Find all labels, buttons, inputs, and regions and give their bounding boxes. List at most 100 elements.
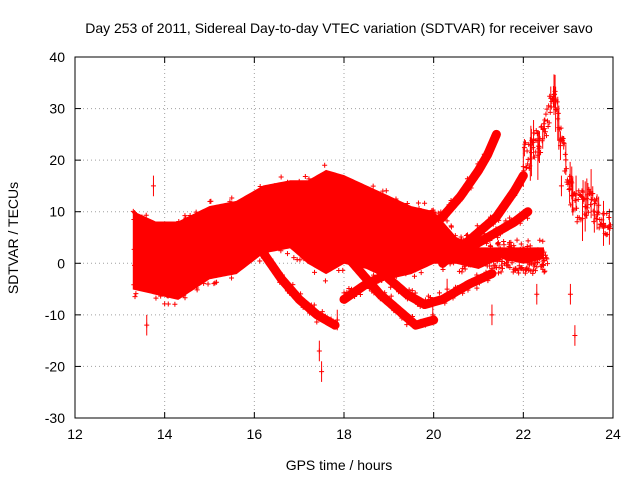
data-point (382, 271, 388, 277)
data-point (484, 238, 490, 244)
data-point (295, 248, 301, 254)
data-point (542, 268, 548, 274)
data-point (540, 238, 546, 244)
data-point (527, 243, 533, 249)
data-point (315, 213, 321, 219)
data-point (444, 239, 450, 245)
data-point (413, 226, 419, 232)
data-point (486, 248, 492, 254)
data-point (315, 192, 321, 198)
data-point (470, 256, 476, 262)
data-point (366, 212, 372, 218)
y-tick-label: 20 (49, 152, 65, 168)
data-point (596, 225, 602, 231)
data-point (344, 229, 350, 235)
data-point (276, 226, 282, 232)
data-point (404, 235, 410, 241)
data-point (421, 247, 427, 253)
x-tick-label: 14 (157, 426, 173, 442)
data-point (399, 315, 405, 321)
data-point (414, 301, 420, 307)
data-point (310, 257, 316, 263)
data-point (560, 135, 566, 141)
data-point (477, 260, 483, 266)
data-point (558, 125, 564, 131)
data-point (425, 319, 431, 325)
data-point (418, 242, 424, 248)
data-point (326, 233, 332, 239)
data-point (176, 228, 182, 234)
data-point (574, 219, 580, 225)
data-point (382, 264, 388, 270)
data-point (482, 257, 488, 263)
data-point (346, 285, 352, 291)
data-point (552, 91, 558, 97)
data-point (482, 252, 488, 258)
data-point (474, 285, 480, 291)
data-point (298, 236, 304, 242)
data-point (177, 287, 183, 293)
data-point (425, 226, 431, 232)
data-point (176, 218, 182, 224)
data-point (158, 268, 164, 274)
data-point (153, 233, 159, 239)
data-point (408, 228, 414, 234)
data-point (243, 245, 249, 251)
data-point (374, 280, 380, 286)
data-point (205, 281, 211, 287)
data-point (542, 117, 548, 123)
data-point (507, 198, 513, 204)
data-point (293, 290, 299, 296)
data-point (290, 282, 296, 288)
data-point (450, 295, 456, 301)
data-point (160, 268, 166, 274)
data-point (412, 239, 418, 245)
data-point (253, 242, 259, 248)
data-point (507, 265, 513, 271)
data-point (364, 203, 370, 209)
data-point (360, 285, 366, 291)
data-point (294, 222, 300, 228)
data-point (572, 197, 578, 203)
data-point (223, 229, 229, 235)
data-point (524, 165, 530, 171)
data-point (413, 259, 419, 265)
data-point (541, 121, 547, 127)
data-point (420, 216, 426, 222)
data-point (519, 264, 525, 270)
data-point (243, 259, 249, 265)
data-point (460, 290, 466, 296)
data-point (530, 270, 536, 276)
data-point (524, 253, 530, 259)
data-point (328, 316, 334, 322)
data-point (442, 300, 448, 306)
data-point (422, 297, 428, 303)
data-point (280, 196, 286, 202)
data-point (131, 282, 137, 288)
data-point (519, 216, 525, 222)
data-point (161, 232, 167, 238)
data-point (385, 298, 391, 304)
data-point (233, 203, 239, 209)
data-point (310, 182, 316, 188)
data-point (541, 269, 547, 275)
data-point (193, 209, 199, 215)
data-point (235, 200, 241, 206)
data-point (322, 313, 328, 319)
data-point (411, 267, 417, 273)
data-point (486, 218, 492, 224)
data-point (537, 253, 543, 259)
data-point (315, 255, 321, 261)
data-point (261, 234, 267, 240)
data-point (464, 232, 470, 238)
data-point (266, 195, 272, 201)
data-point (496, 242, 502, 248)
data-point (293, 204, 299, 210)
data-point (132, 294, 138, 300)
data-point (524, 243, 530, 249)
data-point (186, 286, 192, 292)
data-point (393, 262, 399, 268)
data-point (281, 276, 287, 282)
data-point (339, 197, 345, 203)
data-point (212, 261, 218, 267)
